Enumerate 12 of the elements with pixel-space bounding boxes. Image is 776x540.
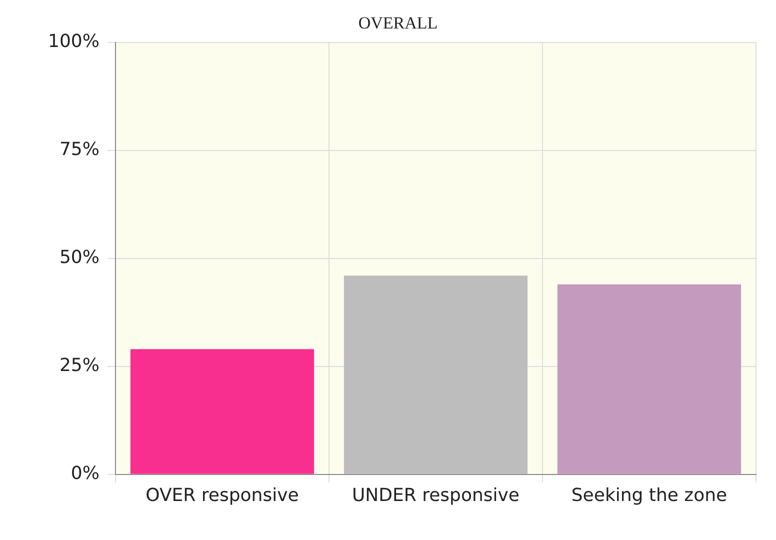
y-tick-label: 25% — [59, 355, 100, 376]
y-tick-label: 0% — [70, 463, 100, 484]
bar — [130, 349, 314, 474]
chart-title: OVERALL — [358, 14, 438, 33]
bar — [557, 284, 742, 474]
x-tick-label: OVER responsive — [146, 484, 299, 506]
y-tick-label: 75% — [59, 139, 100, 160]
y-tick-label: 100% — [48, 31, 100, 52]
y-tick-label: 50% — [59, 247, 100, 268]
x-tick-label: Seeking the zone — [571, 484, 728, 506]
bar — [344, 276, 528, 474]
x-tick-label: UNDER responsive — [352, 484, 520, 506]
